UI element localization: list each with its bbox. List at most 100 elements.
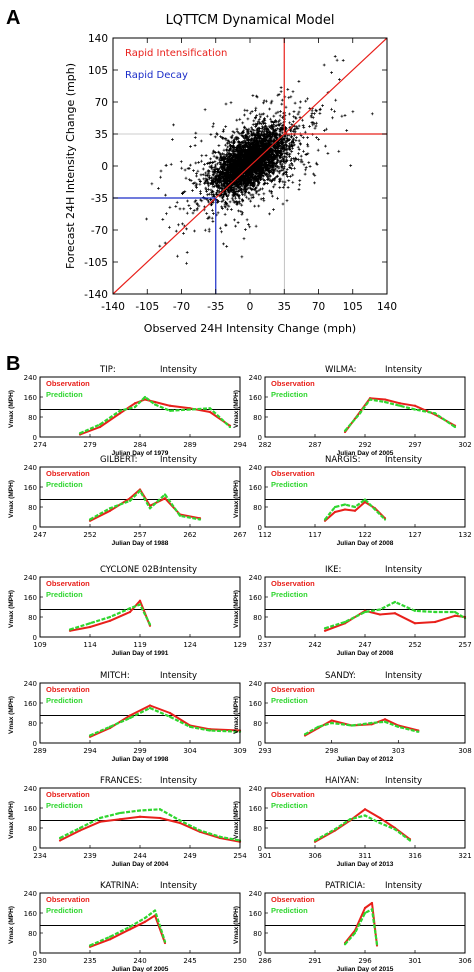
observation-point — [163, 497, 167, 500]
observation-point — [398, 402, 402, 405]
x-tick-label: 119 — [133, 641, 146, 649]
x-tick-label: 284 — [133, 441, 147, 449]
julian-day-xlabel: Julian Day of 2005 — [337, 450, 394, 457]
prediction-point — [138, 489, 142, 492]
y-tick-label: 240 — [249, 785, 262, 793]
prediction-point — [353, 505, 357, 509]
vmax-ylabel: Vmax (MPH) — [8, 801, 15, 839]
observation-line — [79, 398, 231, 436]
x-tick-label: 70 — [312, 301, 325, 313]
y-tick-label: 0 — [258, 634, 262, 642]
observation-point — [378, 816, 382, 820]
y-tick-label: 0 — [258, 524, 262, 532]
legend-observation: Observation — [46, 895, 90, 904]
x-tick-label: 294 — [83, 747, 97, 755]
panel-a-xlabel: Observed 24H Intensity Change (mph) — [144, 322, 356, 335]
prediction-point — [138, 603, 142, 606]
y-tick-label: 80 — [28, 614, 37, 622]
x-tick-label: 274 — [33, 441, 47, 449]
x-tick-label: 240 — [133, 957, 146, 965]
prediction-point — [453, 610, 457, 614]
y-tick-label: -140 — [84, 289, 108, 301]
observation-point — [168, 404, 172, 407]
prediction-point — [108, 507, 112, 510]
y-tick-label: 160 — [24, 910, 37, 918]
prediction-point — [370, 908, 374, 911]
prediction-point — [453, 425, 457, 429]
y-tick-label: 240 — [24, 464, 37, 472]
prediction-point — [148, 706, 152, 710]
storm-name: SANDY: — [325, 671, 356, 681]
x-tick-label: 247 — [33, 531, 46, 539]
storm-name: CYCLONE 02B: — [100, 565, 162, 575]
panel-a-ylabel: Forecast 24H Intensity Change (mph) — [64, 63, 77, 269]
prediction-point — [98, 423, 102, 426]
observation-line — [59, 815, 241, 843]
vmax-ylabel: Vmax (MPH) — [8, 590, 15, 628]
y-tick-label: 240 — [249, 374, 262, 382]
legend-observation: Observation — [271, 379, 315, 388]
observation-line — [89, 914, 166, 948]
legend-rapid-decay: Rapid Decay — [125, 70, 188, 81]
x-tick-label: 129 — [233, 641, 246, 649]
x-tick-label: 127 — [408, 531, 421, 539]
x-tick-label: 234 — [33, 852, 47, 860]
storm-chart-0: TIP: Intensity Vmax (MPH) Observation Predic… — [8, 365, 247, 457]
storm-chart-8: FRANCES: Intensity Vmax (MPH) Observation Pr… — [8, 776, 247, 868]
observation-point — [128, 610, 132, 614]
x-tick-label: 252 — [83, 531, 96, 539]
prediction-point — [128, 499, 132, 502]
y-tick-label: 240 — [24, 890, 37, 898]
y-tick-label: 160 — [249, 394, 262, 402]
storm-chart-10: KATRINA: Intensity Vmax (MPH) Observation Pr… — [8, 881, 247, 972]
prediction-point — [363, 498, 367, 501]
y-tick-label: 0 — [33, 434, 37, 442]
observation-point — [333, 510, 337, 514]
prediction-point — [148, 507, 152, 510]
observation-point — [363, 808, 367, 811]
observation-point — [128, 714, 132, 717]
prediction-point — [218, 835, 222, 838]
observation-point — [118, 412, 122, 415]
y-tick-label: 160 — [24, 700, 37, 708]
storm-title-suffix: Intensity — [160, 881, 197, 891]
y-tick-label: -35 — [91, 193, 108, 205]
x-tick-label: 311 — [358, 852, 371, 860]
prediction-point — [153, 909, 157, 912]
storm-title-suffix: Intensity — [385, 565, 422, 575]
observation-point — [453, 614, 457, 617]
prediction-point — [68, 628, 72, 631]
x-tick-label: 235 — [83, 957, 96, 965]
y-tick-label: 0 — [33, 845, 37, 853]
legend-prediction: Prediction — [271, 480, 308, 489]
prediction-point — [343, 503, 347, 506]
x-tick-label: 308 — [458, 747, 471, 755]
y-tick-label: 80 — [253, 825, 262, 833]
prediction-point — [98, 816, 102, 820]
x-tick-label: 296 — [358, 957, 372, 965]
x-tick-label: 230 — [33, 957, 46, 965]
x-tick-label: 297 — [408, 441, 421, 449]
y-tick-label: 80 — [253, 720, 262, 728]
prediction-point — [163, 940, 167, 943]
x-tick-label: 304 — [183, 747, 197, 755]
panel-b-letter: B — [6, 353, 20, 375]
julian-day-xlabel: Julian Day of 2013 — [337, 861, 394, 868]
x-tick-label: 124 — [183, 641, 197, 649]
x-tick-label: 239 — [83, 852, 96, 860]
vmax-ylabel: Vmax (MPH) — [233, 480, 240, 518]
x-tick-label: 299 — [133, 747, 146, 755]
prediction-point — [383, 400, 387, 404]
x-tick-label: 249 — [183, 852, 196, 860]
x-tick-label: 122 — [358, 531, 371, 539]
y-tick-label: 160 — [24, 484, 37, 492]
y-tick-label: 240 — [249, 574, 262, 582]
prediction-point — [303, 733, 307, 736]
x-tick-label: 244 — [133, 852, 147, 860]
y-tick-label: 240 — [24, 785, 37, 793]
panel-a-title: LQTTCM Dynamical Model — [166, 13, 335, 28]
vmax-ylabel: Vmax (MPH) — [8, 906, 15, 944]
prediction-point — [363, 814, 367, 817]
prediction-point — [153, 403, 157, 406]
